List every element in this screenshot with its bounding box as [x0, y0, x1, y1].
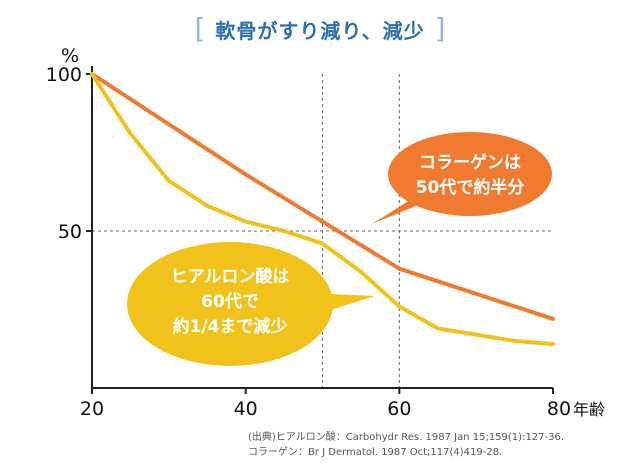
collagen-callout-text-1: 50代で約半分 — [416, 177, 525, 198]
hyaluronic-callout-text-2: 約1/4まで減少 — [173, 316, 288, 337]
x-tick-label-60: 60 — [387, 398, 411, 420]
x-axis-unit: 年齢 — [573, 400, 605, 419]
collagen-callout-text-0: コラーゲンは — [419, 152, 521, 173]
y-axis-unit: % — [61, 45, 79, 67]
chart-title: 軟骨がすり減り、減少 — [215, 18, 425, 43]
series-line-hyaluronic — [90, 72, 555, 347]
x-tick-label-40: 40 — [234, 398, 258, 420]
collagen-callout-bubble — [388, 132, 552, 216]
y-tick-label-50: 50 — [58, 221, 82, 243]
source-hyaluronic: (出典)ヒアルロン酸：Carbohydr Res. 1987 Jan 15;15… — [248, 432, 565, 443]
source-collagen: コラーゲン：Br J Dermatol. 1987 Oct;117(4)419-… — [248, 447, 503, 458]
hyaluronic-callout-text-0: ヒアルロン酸は — [171, 266, 290, 287]
chart-title-block: [ 軟骨がすり減り、減少] — [0, 14, 640, 44]
x-tick-label-80: 80 — [547, 398, 571, 420]
hyaluronic-callout-bubble — [127, 242, 333, 366]
y-tick-label-100: 100 — [46, 64, 82, 86]
series-line-collagen — [90, 72, 555, 321]
x-tick-label-20: 20 — [80, 398, 104, 420]
title-left-bracket: [ — [194, 12, 206, 45]
title-right-bracket: ] — [434, 12, 446, 45]
hyaluronic-callout-text-1: 60代で — [201, 291, 259, 312]
